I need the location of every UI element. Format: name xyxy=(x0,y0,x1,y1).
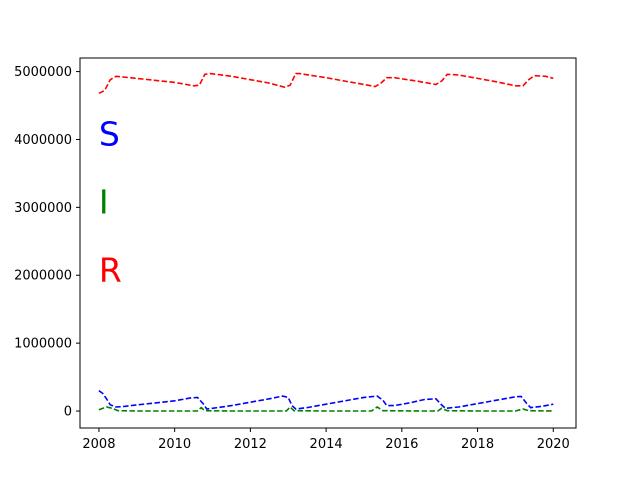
x-tick-label: 2016 xyxy=(385,437,418,452)
series-line-2 xyxy=(98,72,554,95)
x-tick-label: 2018 xyxy=(461,437,494,452)
y-tick-label: 0 xyxy=(64,405,72,420)
series-lines xyxy=(98,72,554,412)
series-line-0 xyxy=(98,390,554,410)
annotations: SIR xyxy=(99,115,122,290)
series-line-1 xyxy=(98,405,554,412)
y-tick-label: 3000000 xyxy=(14,201,72,216)
y-tick-label: 2000000 xyxy=(14,269,72,284)
y-tick-label: 1000000 xyxy=(14,337,72,352)
x-tick-label: 2008 xyxy=(82,437,115,452)
y-tick-label: 4000000 xyxy=(14,133,72,148)
x-tick-label: 2014 xyxy=(310,437,343,452)
annotation-i: I xyxy=(99,182,109,221)
x-tick-label: 2010 xyxy=(158,437,191,452)
x-tick-label: 2012 xyxy=(234,437,267,452)
annotation-r: R xyxy=(99,250,122,289)
x-tick-label: 2020 xyxy=(537,437,570,452)
y-tick-label: 5000000 xyxy=(14,65,72,80)
ticks: 2008 2010 2012 2014 2016 2018 2020 0 1000000 2000… xyxy=(14,65,570,452)
annotation-s: S xyxy=(99,115,120,154)
plot-frame xyxy=(79,57,577,429)
